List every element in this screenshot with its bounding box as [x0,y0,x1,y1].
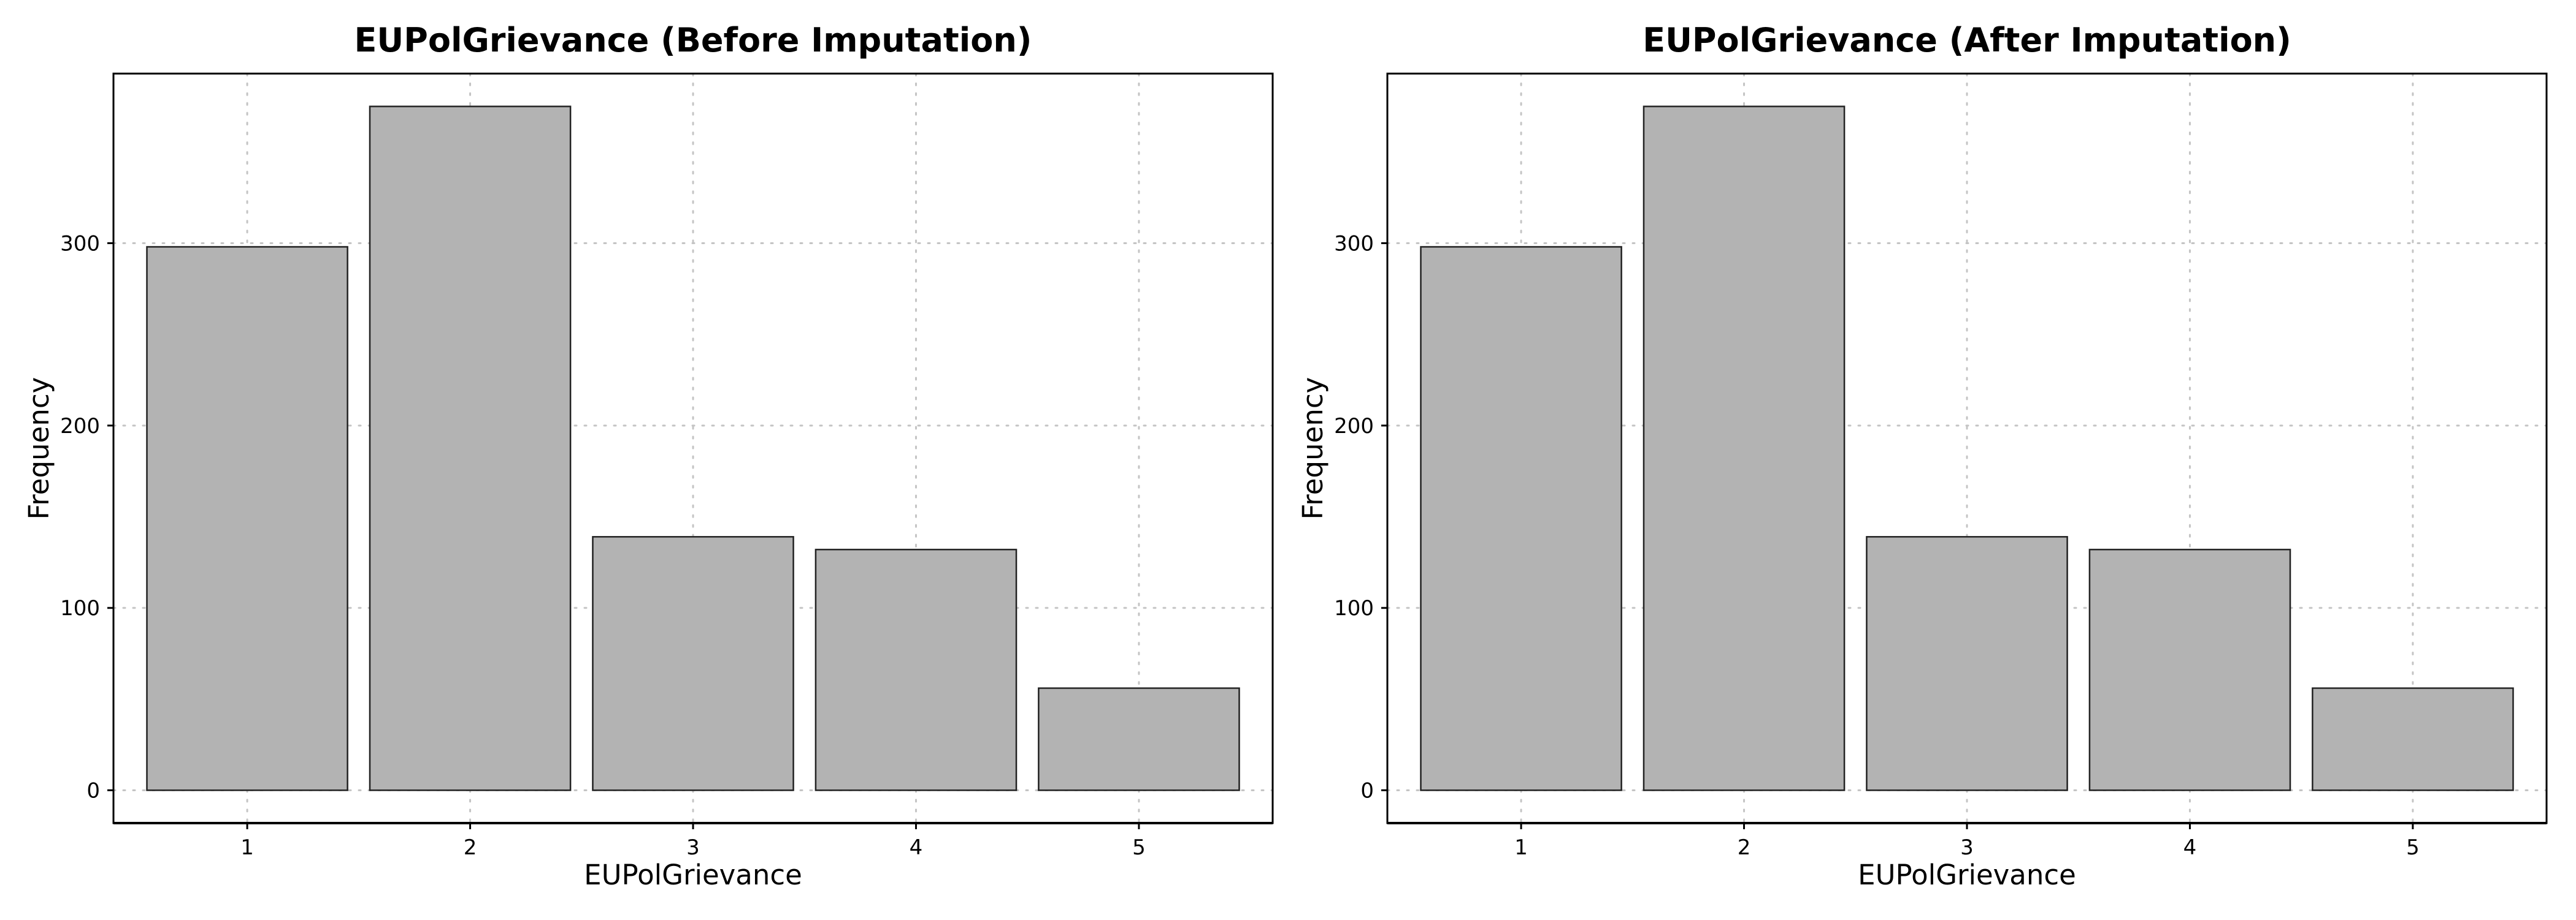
chart-panel-before-imputation: 0 100 200 300 1 2 3 4 5 EUPolGrievance (Before Im… [23,21,1274,891]
bar-1 [1420,246,1622,791]
bar-2 [1643,105,1846,791]
y-tick-label-300: 300 [60,232,100,256]
y-tick-label-200: 200 [60,414,100,439]
x-tick-label-3: 3 [1960,835,1974,860]
x-tick-label-5: 5 [2406,835,2420,860]
x-axis-label: EUPolGrievance [584,859,802,891]
y-axis-label: Frequency [1297,377,1329,519]
y-tick-label-0: 0 [1360,778,1374,803]
chart-title: EUPolGrievance (After Imputation) [1643,21,2291,59]
y-tick-label-100: 100 [60,596,100,621]
x-axis-label: EUPolGrievance [1858,859,2076,891]
y-axis-label: Frequency [23,377,55,519]
y-tick-label-300: 300 [1334,232,1374,256]
x-tick-label-1: 1 [240,835,254,860]
x-tick-label-2: 2 [464,835,477,860]
bar-1 [146,246,348,791]
bar-4 [815,548,1018,791]
bar-2 [369,105,572,791]
x-tick-label-5: 5 [1132,835,1146,860]
bar-4 [2088,548,2291,791]
y-tick-label-200: 200 [1334,414,1374,439]
chart-panel-after-imputation: 0 100 200 300 1 2 3 4 5 EUPolGrievance (After Imp… [1297,21,2548,891]
x-tick-label-1: 1 [1514,835,1528,860]
bar-3 [1866,535,2068,791]
x-tick-label-4: 4 [910,835,923,860]
chart-title: EUPolGrievance (Before Imputation) [355,21,1032,59]
x-tick-label-2: 2 [1738,835,1751,860]
x-tick-label-3: 3 [686,835,700,860]
bar-3 [592,535,794,791]
bar-5 [1038,687,1240,791]
y-tick-label-0: 0 [86,778,100,803]
y-tick-label-100: 100 [1334,596,1374,621]
x-tick-label-4: 4 [2183,835,2197,860]
bar-5 [2312,687,2514,791]
